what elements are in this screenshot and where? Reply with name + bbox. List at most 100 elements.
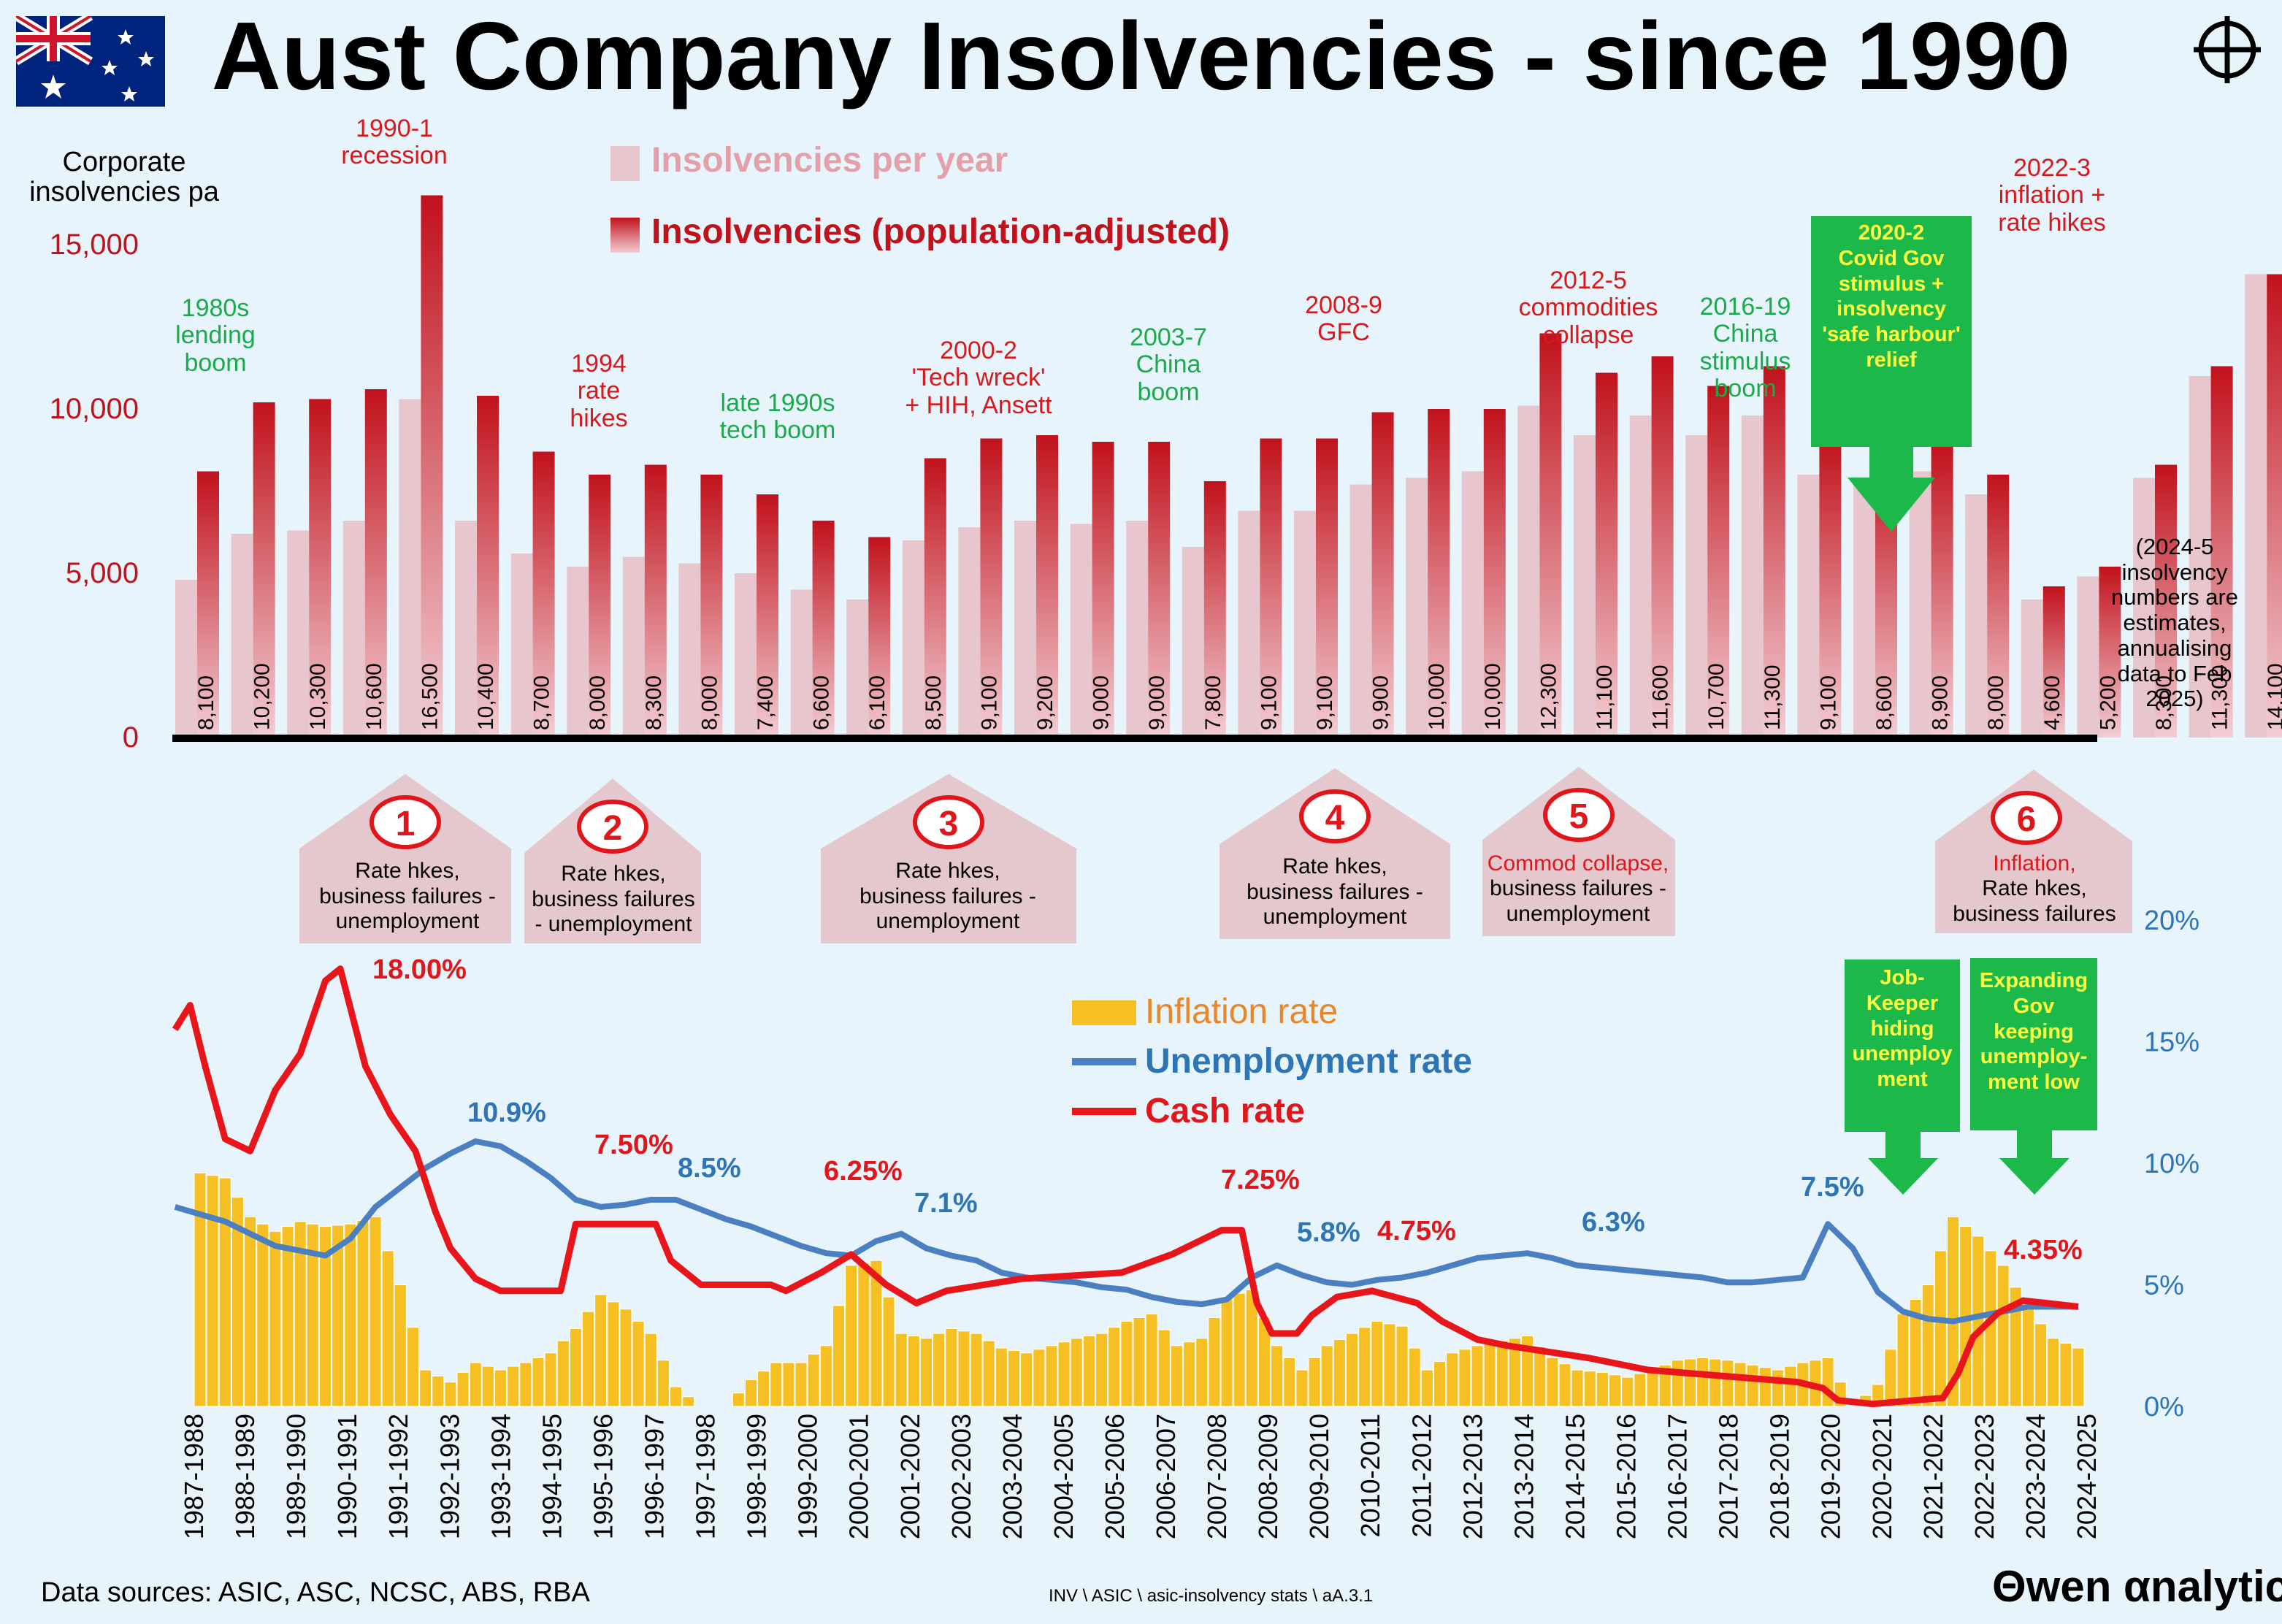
x-year-label: 2002-2003	[946, 1414, 976, 1539]
bar-data-label: 9,200	[1033, 675, 1057, 730]
inflation-bar	[1947, 1216, 1960, 1407]
data-sources: Data sources: ASIC, ASC, NCSC, ABS, RBA	[41, 1577, 590, 1608]
house-number: 5	[1569, 797, 1589, 836]
bar-data-label: 9,000	[1090, 675, 1114, 730]
event-late-1990s: late 1990s tech boom	[719, 389, 836, 445]
inflation-bar	[1758, 1367, 1772, 1407]
inflation-bar	[682, 1396, 695, 1407]
inflation-bar	[1483, 1342, 1496, 1407]
bar-pop-adjusted	[1931, 445, 1953, 738]
inflation-bar	[1721, 1360, 1734, 1407]
bar-data-label: 9,100	[1257, 675, 1281, 730]
bar-per-year	[287, 530, 310, 738]
covid-stimulus-box: 2020-2 Covid Gov stimulus + insolvency '…	[1811, 216, 1972, 447]
cash-2024-label: 4.35%	[2004, 1235, 2083, 1265]
event-1994-hikes: 1994 rate hikes	[570, 350, 628, 432]
x-year-label: 1993-1994	[486, 1414, 516, 1539]
x-year-label: 1999-2000	[793, 1414, 823, 1539]
bar-per-year	[2077, 576, 2099, 738]
inflation-bar	[1884, 1349, 1897, 1407]
inflation-bar	[481, 1366, 494, 1407]
unemployment-line	[174, 1138, 2078, 1325]
unemp-2015-label: 6.3%	[1582, 1207, 1645, 1238]
x-year-label: 2017-2018	[1714, 1414, 1744, 1539]
inflation-bar	[1395, 1325, 1409, 1407]
inflation-bar	[920, 1338, 933, 1407]
cash-1995-label: 7.50%	[594, 1130, 673, 1160]
bar-data-label: 7,800	[1201, 675, 1225, 730]
unemp-1998-label: 8.5%	[678, 1153, 741, 1184]
inflation-bar	[244, 1216, 257, 1407]
house-5-text-red: Commod collapse,	[1487, 851, 1669, 876]
inflation-bar	[1558, 1363, 1571, 1407]
inflation-bar	[607, 1301, 620, 1407]
house-number-circle	[577, 800, 648, 854]
inflation-bar	[619, 1309, 632, 1407]
inflation-bar	[957, 1330, 970, 1407]
inflation-bar	[1095, 1333, 1109, 1407]
inflation-bar	[1320, 1345, 1333, 1407]
bar-per-year	[2189, 376, 2211, 738]
x-year-label: 2020-2021	[1867, 1414, 1897, 1539]
bar-data-label: 9,900	[1369, 675, 1393, 730]
x-year-label: 2014-2015	[1560, 1414, 1590, 1539]
inflation-bar	[632, 1320, 645, 1407]
unemp-2001-label: 7.1%	[914, 1188, 978, 1219]
file-reference: INV \ ASIC \ asic-insolvency stats \ aA.…	[1049, 1586, 1374, 1606]
bar-data-label: 4,600	[2040, 675, 2064, 730]
inflation-bar	[1734, 1362, 1747, 1407]
inflation-bar	[1609, 1374, 1622, 1407]
x-year-label: 1998-1999	[742, 1414, 772, 1539]
house-box	[1935, 770, 2132, 933]
house-number-circle	[1299, 789, 1371, 843]
inflation-bar	[757, 1371, 770, 1407]
house-5-text: business failures - unemployment	[1490, 876, 1666, 926]
house-number-circle	[913, 795, 984, 849]
inflation-bar	[318, 1226, 332, 1407]
x-year-label: 2010-2011	[1355, 1414, 1385, 1538]
x-year-label: 2016-2017	[1663, 1414, 1693, 1539]
inflation-bar	[1271, 1345, 1284, 1407]
x-year-label: 2018-2019	[1765, 1414, 1795, 1539]
x-year-label: 2015-2016	[1612, 1414, 1642, 1539]
unemp-2009-label: 5.8%	[1297, 1217, 1360, 1248]
inflation-bar	[1746, 1364, 1759, 1407]
bar-pop-adjusted	[532, 451, 555, 738]
unemp-1993-label: 10.9%	[467, 1098, 546, 1128]
x-year-label: 1995-1996	[588, 1414, 618, 1539]
inflation-bar	[819, 1345, 832, 1407]
inflation-bar	[1896, 1313, 1910, 1407]
inflation-bar	[1433, 1360, 1447, 1407]
bar-data-label: 6,600	[810, 675, 834, 730]
house-number-circle	[370, 795, 441, 849]
inflation-bar	[1621, 1376, 1634, 1407]
brand-logo: Θwen αnalytics®	[1992, 1562, 2282, 1611]
inflation-bar	[770, 1362, 783, 1407]
bar-per-year	[342, 521, 365, 738]
bar-per-year	[1574, 435, 1596, 738]
bar-data-label: 9,000	[1145, 675, 1169, 730]
event-gfc: 2008-9 GFC	[1305, 291, 1382, 347]
bar-data-label: 11,300	[2208, 664, 2232, 730]
inflation-bar	[1508, 1338, 1521, 1407]
inflation-bar	[1183, 1341, 1196, 1407]
inflation-bar	[2059, 1342, 2072, 1407]
right-y-tick-label: 5%	[2144, 1271, 2184, 1301]
house-box	[1220, 768, 1450, 939]
bar-per-year	[1909, 471, 1931, 738]
house-box	[524, 778, 701, 943]
inflation-bar	[1658, 1364, 1672, 1407]
inflation-bar	[306, 1223, 319, 1407]
inflation-bar	[995, 1347, 1008, 1407]
inflation-bar	[1671, 1360, 1684, 1407]
cycle-markers: 1 2 3 4 5 6	[299, 767, 2132, 943]
inflation-bar	[933, 1333, 946, 1407]
inflation-bar	[1546, 1357, 1559, 1407]
x-year-label: 1990-1991	[332, 1414, 362, 1539]
bar-data-label: 8,100	[194, 675, 218, 730]
inflation-bar	[1170, 1345, 1183, 1407]
x-year-label: 2024-2025	[2072, 1414, 2102, 1539]
inflation-bar	[1358, 1327, 1371, 1407]
y-axis-label: Corporate insolvencies pa	[29, 147, 219, 208]
bar-baseline-line	[172, 735, 2097, 742]
